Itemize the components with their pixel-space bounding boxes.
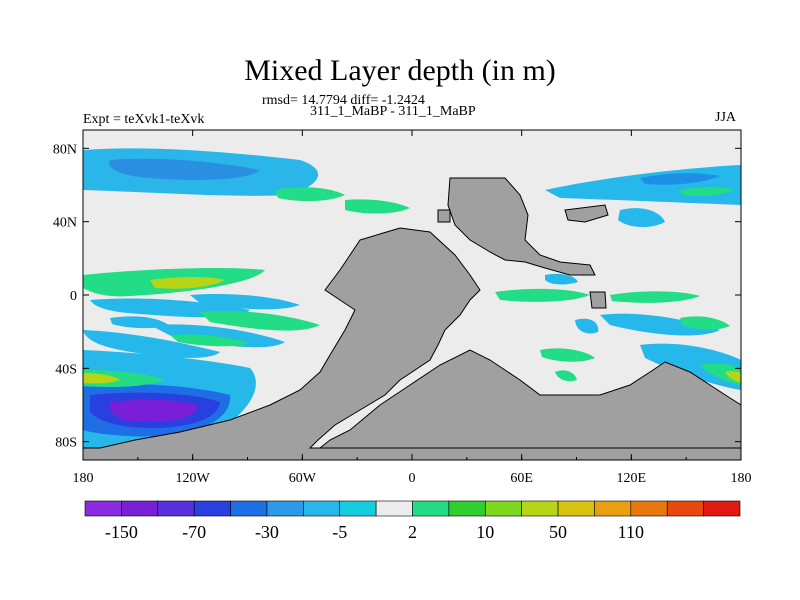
y-tick-label: 40N xyxy=(53,216,77,231)
colorbar-label: -30 xyxy=(255,522,279,542)
colorbar-swatch xyxy=(557,500,595,517)
contour-so-east-yellow xyxy=(725,371,741,383)
contour-ne-core xyxy=(640,173,720,185)
colorbar-label: -70 xyxy=(182,522,206,542)
land-eurasia xyxy=(318,349,741,449)
land-island xyxy=(437,209,451,223)
contour-ne-blob xyxy=(618,208,665,228)
colorbar-swatch xyxy=(157,500,195,517)
colorbar-label: 50 xyxy=(549,522,567,542)
colorbar-swatch xyxy=(630,500,668,517)
colorbar-swatch xyxy=(339,500,377,517)
colorbar-swatch xyxy=(266,500,304,517)
contour-eq-yellow xyxy=(150,277,225,289)
map-field xyxy=(83,130,741,460)
colorbar-swatch xyxy=(666,500,704,517)
colorbar-swatch xyxy=(594,500,632,517)
contour-atl-blue xyxy=(545,273,578,285)
colorbar-label: -5 xyxy=(332,522,347,542)
contour-io-blue xyxy=(575,318,599,334)
experiment-label: Expt = teXvk1-teXvk xyxy=(83,112,205,127)
land-americas xyxy=(83,227,741,460)
x-tick-label: 120W xyxy=(176,471,211,486)
contour-io-green xyxy=(610,291,700,303)
colorbar-swatch xyxy=(193,500,231,517)
y-tick-label: 80S xyxy=(55,436,77,451)
colorbar-swatch xyxy=(484,500,522,517)
contour-eq-green xyxy=(200,310,320,331)
contour-so-core xyxy=(109,399,198,422)
y-tick-label: 0 xyxy=(70,289,77,304)
run-label: 311_1_MaBP - 311_1_MaBP xyxy=(310,104,476,119)
contour-sp-green xyxy=(170,334,250,347)
colorbar-swatch xyxy=(521,500,559,517)
colorbar-label: 110 xyxy=(618,522,644,542)
contour-sa-green xyxy=(555,370,577,382)
contour-so-yellow xyxy=(83,373,120,384)
colorbar-label: -150 xyxy=(105,522,138,542)
colorbar-swatch xyxy=(448,500,486,517)
colorbar-label: 2 xyxy=(408,522,417,542)
colorbar-swatch xyxy=(703,500,741,517)
contour-sp-blue xyxy=(190,294,300,310)
contour-so-east-green xyxy=(700,363,741,385)
colorbar-swatch xyxy=(303,500,341,517)
x-tick-label: 180 xyxy=(731,471,752,486)
contour-sp-blue xyxy=(83,330,220,358)
axis-ticks: 180 120W 60W 0 60E 120E 180 80N 40N 0 40S 80S xyxy=(53,130,752,486)
colorbar-swatch xyxy=(121,500,159,517)
contour-arctic-core xyxy=(109,158,261,180)
chart-title: Mixed Layer depth (in m) xyxy=(244,54,556,87)
contour-atl-green xyxy=(495,288,590,302)
x-tick-label: 180 xyxy=(73,471,94,486)
x-tick-label: 120E xyxy=(617,471,647,486)
colorbar-swatch xyxy=(230,500,268,517)
colorbar-swatch xyxy=(412,500,450,517)
colorbar-swatch xyxy=(375,500,413,517)
y-tick-label: 40S xyxy=(55,362,77,377)
land-island xyxy=(564,204,609,223)
land-island xyxy=(589,291,607,309)
x-tick-label: 0 xyxy=(409,471,416,486)
contour-io-green xyxy=(680,316,730,330)
contour-sp-blue xyxy=(150,324,285,348)
contour-ne-green xyxy=(680,187,735,196)
x-tick-label: 60W xyxy=(289,471,317,486)
season-label: JJA xyxy=(715,110,737,125)
contour-so-east xyxy=(640,343,741,390)
colorbar-swatch xyxy=(84,500,122,517)
contour-north-positive xyxy=(345,199,410,214)
colorbar: -150 -70 -30 -5 2 10 50 110 xyxy=(84,500,741,542)
contour-north-positive xyxy=(275,187,345,202)
stats-line: rmsd= 14.7794 diff= -1.2424 xyxy=(262,93,425,108)
colorbar-label: 10 xyxy=(476,522,494,542)
contour-io-blue xyxy=(600,313,720,336)
land-greenland-arctic xyxy=(447,177,596,276)
contour-sa-green xyxy=(540,348,595,362)
x-tick-label: 60E xyxy=(510,471,533,486)
y-tick-label: 80N xyxy=(53,142,77,157)
